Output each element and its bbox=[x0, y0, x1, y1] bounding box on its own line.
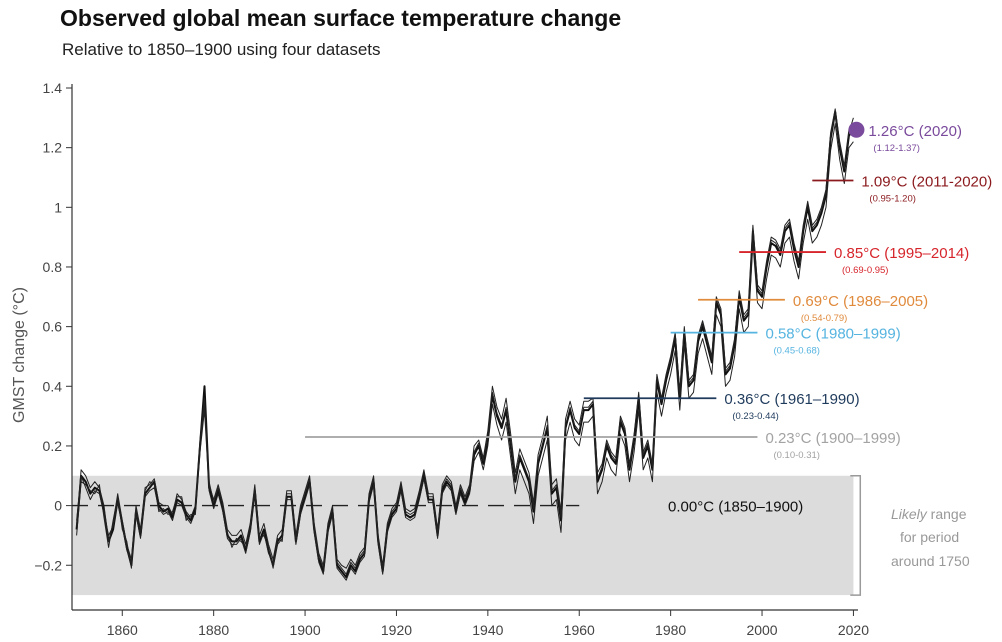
likely-range-bracket bbox=[850, 475, 862, 596]
likely-range-label-italic: Likely bbox=[891, 506, 928, 522]
period-mean-label: 0.58°C (1980–1999) bbox=[765, 326, 900, 343]
x-tick-label: 1980 bbox=[655, 622, 686, 638]
period-mean-label: 1.09°C (2011-2020) bbox=[861, 173, 992, 190]
y-axis-label: GMST change (°C) bbox=[11, 287, 28, 423]
y-tick-label: 0.4 bbox=[43, 378, 63, 394]
period-mean-range: (0.23-0.44) bbox=[732, 411, 778, 422]
point-2020-label: 1.26°C (2020) bbox=[868, 123, 962, 140]
period-mean-label: 0.69°C (1986–2005) bbox=[793, 293, 928, 310]
x-tick-label: 1880 bbox=[198, 622, 229, 638]
y-tick-label: 1.4 bbox=[43, 80, 63, 96]
x-tick-label: 1960 bbox=[564, 622, 595, 638]
annotations-layer: Likely range for period around 1750 0.00°C … bbox=[668, 121, 992, 569]
point-2020-range: (1.12-1.37) bbox=[873, 143, 919, 154]
series-layer bbox=[72, 108, 855, 581]
x-tick-label: 1900 bbox=[289, 622, 320, 638]
y-tick-label: 1.2 bbox=[43, 140, 63, 156]
x-tick-label: 1860 bbox=[107, 622, 138, 638]
axes-layer: −0.2 0 0.2 0.4 0.6 0.8 1 1.2 1.4 1860 1880 1900 1920… bbox=[34, 80, 869, 638]
period-mean-label: 0.36°C (1961–1990) bbox=[724, 391, 859, 408]
y-tick-label: 0 bbox=[54, 498, 62, 514]
y-tick-label: 0.8 bbox=[43, 259, 63, 275]
series-line-4 bbox=[76, 114, 854, 575]
period-mean-range: (0.54-0.79) bbox=[801, 313, 847, 324]
period-mean-label: 0.85°C (1995–2014) bbox=[834, 245, 969, 262]
period-mean-range: (0.45-0.68) bbox=[773, 346, 819, 357]
y-tick-label: 0.6 bbox=[43, 319, 63, 335]
y-tick-label: 1 bbox=[54, 199, 62, 215]
period-mean-range: (0.69-0.95) bbox=[842, 265, 888, 276]
chart-title: Observed global mean surface temperature… bbox=[60, 5, 621, 31]
x-tick-label: 1940 bbox=[472, 622, 503, 638]
period-mean-range: (0.10-0.31) bbox=[773, 450, 819, 461]
x-tick-label: 2000 bbox=[746, 622, 777, 638]
baseline-label: 0.00°C (1850–1900) bbox=[668, 499, 803, 516]
likely-range-label: Likely range bbox=[891, 506, 967, 522]
likely-range-label-3: around 1750 bbox=[891, 553, 970, 569]
y-tick-label: 0.2 bbox=[43, 438, 63, 454]
likely-range-label-2: for period bbox=[900, 529, 959, 545]
point-2020-marker bbox=[848, 121, 865, 138]
period-mean-label: 0.23°C (1900–1999) bbox=[765, 430, 900, 447]
chart-subtitle: Relative to 1850–1900 using four dataset… bbox=[62, 40, 381, 59]
y-tick-label: −0.2 bbox=[34, 557, 62, 573]
x-tick-label: 1920 bbox=[381, 622, 412, 638]
period-mean-range: (0.95-1.20) bbox=[869, 193, 915, 204]
likely-range-label-rest: range bbox=[927, 506, 967, 522]
x-tick-label: 2020 bbox=[838, 622, 869, 638]
